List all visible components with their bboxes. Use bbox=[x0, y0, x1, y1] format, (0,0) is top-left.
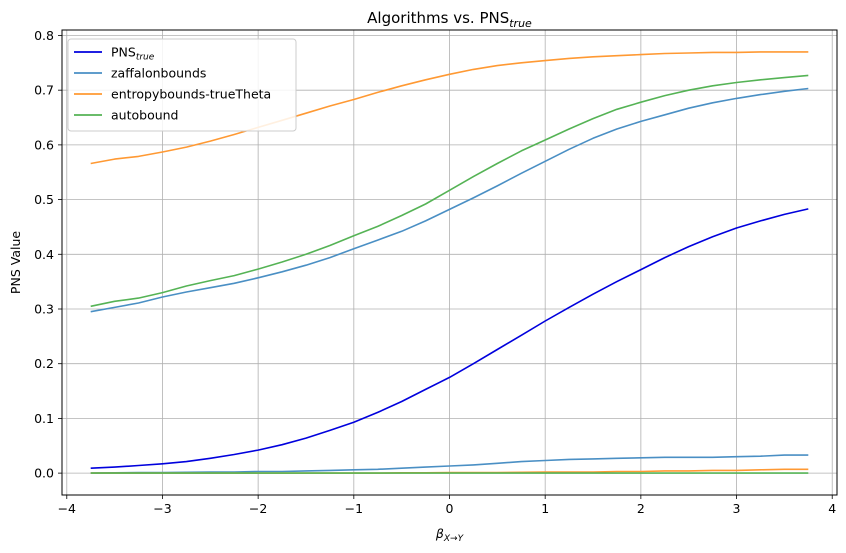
series-layer bbox=[90, 51, 809, 474]
x-tick-label: 3 bbox=[733, 501, 741, 516]
x-tick-label: −4 bbox=[58, 501, 76, 516]
series-line-zaffalonbounds-lower bbox=[90, 454, 809, 474]
series-line-pns bbox=[90, 208, 809, 469]
x-axis-label-subscript: X→Y bbox=[443, 534, 465, 544]
y-tick-label: 0.0 bbox=[34, 466, 54, 481]
chart-title-text: Algorithms vs. PNS bbox=[367, 9, 509, 27]
y-tick-label: 0.6 bbox=[34, 137, 54, 152]
x-tick-label: −2 bbox=[249, 501, 267, 516]
x-tick-label: −3 bbox=[153, 501, 171, 516]
chart-title: Algorithms vs. PNStrue bbox=[367, 9, 532, 30]
y-tick-label: 0.5 bbox=[34, 192, 54, 207]
x-tick-label: 1 bbox=[541, 501, 549, 516]
legend-label: entropybounds-trueTheta bbox=[111, 87, 271, 102]
x-axis-label: βX→Y bbox=[435, 526, 465, 544]
y-axis: 0.0 0.1 0.2 0.3 0.4 0.5 0.6 0.7 0.8 bbox=[34, 28, 62, 481]
legend-box bbox=[67, 38, 297, 132]
series-line-entropybounds-truetheta bbox=[90, 51, 809, 165]
x-tick-label: 2 bbox=[637, 501, 645, 516]
x-tick-label: −1 bbox=[345, 501, 363, 516]
y-axis-label: PNS Value bbox=[8, 231, 23, 294]
y-tick-label: 0.8 bbox=[34, 28, 54, 43]
x-axis-label-symbol: β bbox=[435, 526, 444, 541]
y-tick-label: 0.1 bbox=[34, 411, 54, 426]
y-tick-label: 0.7 bbox=[34, 83, 54, 98]
y-tick-label: 0.3 bbox=[34, 302, 54, 317]
y-tick-label: 0.2 bbox=[34, 356, 54, 371]
y-tick-label: 0.4 bbox=[34, 247, 54, 262]
x-tick-label: 0 bbox=[446, 501, 454, 516]
chart-title-subscript: true bbox=[509, 17, 532, 30]
legend-label: zaffalonbounds bbox=[111, 66, 206, 81]
legend-label: PNStrue bbox=[111, 45, 155, 63]
x-tick-label: 4 bbox=[828, 501, 836, 516]
x-axis: −4 −3 −2 −1 0 1 2 3 4 bbox=[58, 495, 836, 516]
series-line-autobound bbox=[90, 74, 809, 308]
legend: PNStrue zaffalonbounds entropybounds-trueT… bbox=[67, 38, 297, 132]
series-line-zaffalonbounds bbox=[90, 87, 809, 313]
legend-label: autobound bbox=[111, 108, 179, 123]
